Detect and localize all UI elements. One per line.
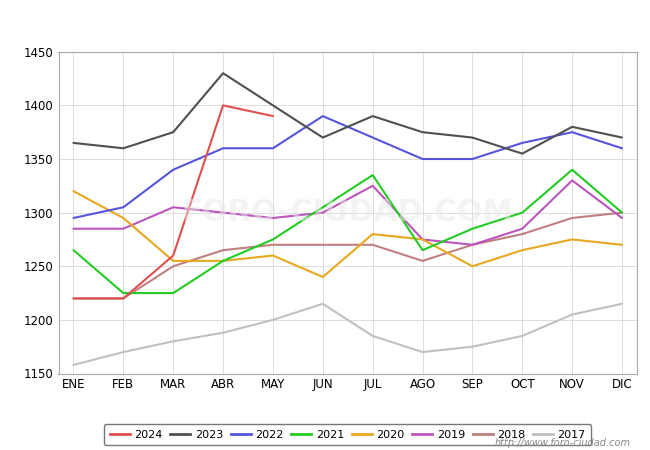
Text: FORO-CIUDAD.COM: FORO-CIUDAD.COM xyxy=(182,198,514,227)
Legend: 2024, 2023, 2022, 2021, 2020, 2019, 2018, 2017: 2024, 2023, 2022, 2021, 2020, 2019, 2018… xyxy=(104,424,592,445)
Text: http://www.foro-ciudad.com: http://www.foro-ciudad.com xyxy=(495,438,630,448)
Text: Afiliados en Biar a 31/5/2024: Afiliados en Biar a 31/5/2024 xyxy=(167,12,483,31)
